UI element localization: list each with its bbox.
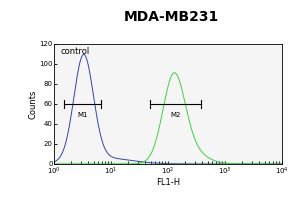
- Text: MDA-MB231: MDA-MB231: [123, 10, 219, 24]
- Text: control: control: [61, 47, 90, 56]
- X-axis label: FL1-H: FL1-H: [156, 178, 180, 187]
- Text: M2: M2: [170, 112, 181, 118]
- Text: M1: M1: [77, 112, 88, 118]
- Y-axis label: Counts: Counts: [29, 89, 38, 119]
